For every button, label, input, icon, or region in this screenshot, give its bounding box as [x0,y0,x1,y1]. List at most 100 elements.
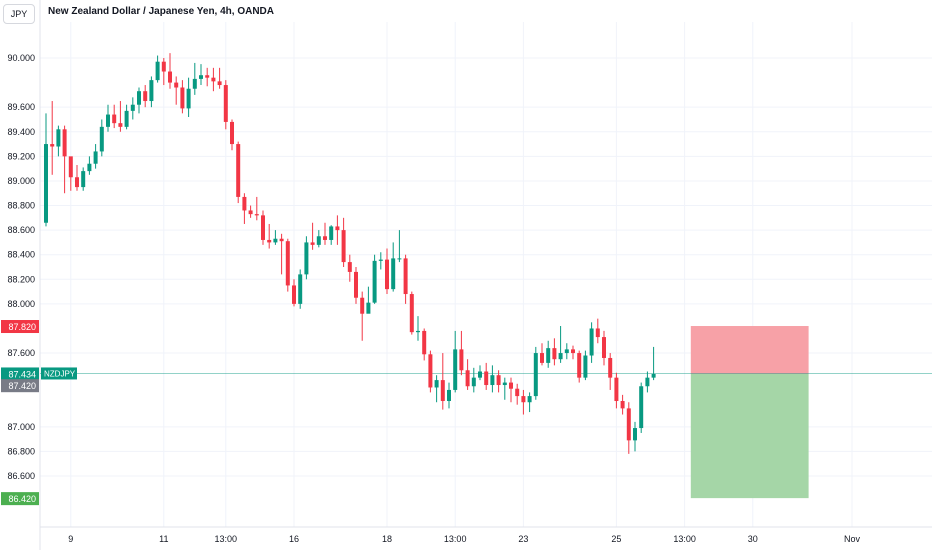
candle [552,338,557,366]
candle [614,372,619,409]
candle-body [453,349,458,390]
candle [403,254,408,304]
candle [236,141,241,204]
candle [180,80,185,114]
candle-body [279,238,284,242]
candle [223,80,228,130]
stop-price-label-bg [1,320,39,334]
candle [93,144,98,169]
candle [416,316,420,341]
candle-body [478,371,482,378]
candle-body [161,61,166,72]
candle [558,326,563,363]
candle-body [422,330,427,355]
candle [44,113,48,227]
candle [192,62,197,95]
candle-body [56,129,61,147]
candle [515,383,520,405]
candle-body [174,82,179,88]
candle [285,238,290,292]
candle-body [558,353,563,360]
candle-body [205,75,210,78]
candle [273,230,278,245]
candle-body [385,259,389,290]
candle [583,350,588,381]
currency-button[interactable]: JPY [3,4,35,24]
candle [651,346,656,381]
candle [149,76,154,108]
candle [199,64,203,86]
candle-body [124,110,129,127]
y-tick-label: 86.800 [7,446,35,456]
candle [422,328,427,361]
x-tick-label: 30 [748,534,758,544]
candle [366,286,371,314]
candle-body [416,330,420,333]
candle-body [112,114,117,124]
candle-body [521,396,526,403]
x-tick-label: 9 [68,534,73,544]
candle-body [211,77,216,82]
candle [440,353,445,410]
candle-body [118,123,123,127]
candle-body [620,401,625,409]
candle-body [577,353,582,378]
symbol-tag-bg [41,367,77,380]
y-tick-label: 89.400 [7,127,35,137]
candle-body [316,236,321,245]
candle [533,346,538,400]
candle [137,87,141,114]
candle [608,353,613,390]
candle [143,85,148,108]
candle [645,371,650,393]
x-tick-label: 25 [611,534,621,544]
stop-loss-zone [690,326,809,374]
candle [360,291,365,341]
candle [527,392,532,413]
candle [248,205,253,218]
candle [118,101,123,132]
candle-body [509,382,513,389]
y-tick-label: 88.000 [7,299,35,309]
x-tick-label: 23 [518,534,528,544]
candle [304,236,309,280]
x-tick-label: Nov [844,534,861,544]
candle-body [217,81,222,86]
candle [385,248,389,295]
current-price-label: 87.434 [8,369,36,379]
candle [602,330,606,366]
candle-body [595,328,600,338]
candle-body [298,274,303,304]
candle-body [571,349,575,354]
candle-body [285,241,290,286]
candle-body [471,377,476,387]
candle [434,375,439,403]
candle-body [267,239,272,243]
candle-body [149,80,154,102]
candle [577,350,582,383]
candle-body [372,260,377,303]
candle [62,125,67,194]
candle-body [130,104,135,111]
candle [546,340,551,368]
y-tick-label: 88.200 [7,274,35,284]
candle-body [304,242,309,275]
candle [571,345,575,360]
candle-body [292,285,296,304]
candle-body [502,382,507,386]
candle [310,222,315,250]
candle [372,254,377,304]
candle [397,230,402,263]
candle-body [93,151,98,164]
candle-body [552,348,557,360]
candle-body [62,129,67,157]
candle-body [81,171,86,188]
candle [391,242,396,292]
candle-body [447,389,451,402]
candle [168,53,172,89]
candle-body [99,126,104,152]
entry-price-label-bg [1,379,39,393]
candle-body [366,302,371,314]
